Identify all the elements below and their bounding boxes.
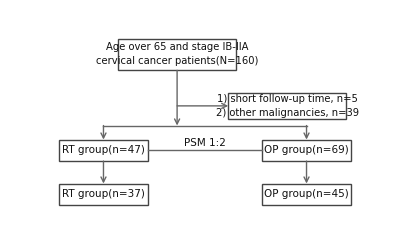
Text: RT group(n=47): RT group(n=47): [62, 145, 145, 155]
FancyBboxPatch shape: [59, 139, 148, 161]
FancyBboxPatch shape: [262, 139, 351, 161]
FancyBboxPatch shape: [262, 183, 351, 205]
Text: PSM 1:2: PSM 1:2: [184, 138, 226, 148]
FancyBboxPatch shape: [118, 38, 236, 70]
Text: RT group(n=37): RT group(n=37): [62, 189, 145, 199]
FancyBboxPatch shape: [59, 183, 148, 205]
Text: OP group(n=69): OP group(n=69): [264, 145, 349, 155]
Text: Age over 65 and stage IB-IIA
cervical cancer patients(N=160): Age over 65 and stage IB-IIA cervical ca…: [96, 43, 258, 66]
Text: OP group(n=45): OP group(n=45): [264, 189, 349, 199]
FancyBboxPatch shape: [228, 93, 346, 119]
Text: 1) short follow-up time, n=5
2) other malignancies, n=39: 1) short follow-up time, n=5 2) other ma…: [216, 94, 359, 118]
